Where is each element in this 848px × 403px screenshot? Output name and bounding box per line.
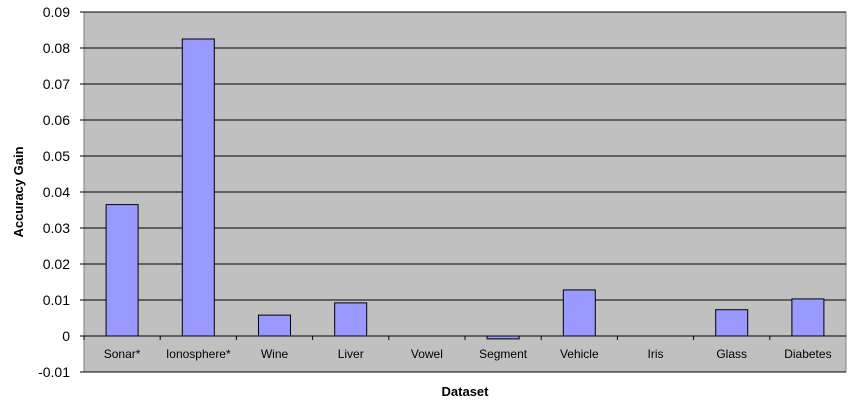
x-tick-label: Diabetes xyxy=(784,347,831,361)
bar-glass xyxy=(715,309,749,337)
bar-ionosphere xyxy=(181,38,215,337)
y-tick-label: 0.01 xyxy=(43,292,70,308)
x-tick-label: Sonar* xyxy=(104,347,141,361)
x-axis-title: Dataset xyxy=(442,384,490,399)
y-axis-ticks: -0.01 0 0.01 0.02 0.03 0.04 0.05 0.06 0.07 0.08 0.… xyxy=(38,4,84,380)
y-tick-label: 0 xyxy=(62,328,70,344)
bar-wine xyxy=(258,314,291,337)
y-tick-label: 0.07 xyxy=(43,76,70,92)
y-tick-label: -0.01 xyxy=(38,364,70,380)
x-tick-label: Glass xyxy=(716,347,747,361)
bar-vehicle xyxy=(562,289,596,337)
y-axis-title: Accuracy Gain xyxy=(11,146,26,237)
x-tick-label: Segment xyxy=(479,347,528,361)
x-tick-label: Vehicle xyxy=(560,347,599,361)
bar-liver xyxy=(334,302,368,337)
y-tick-label: 0.02 xyxy=(43,256,70,272)
y-tick-label: 0.05 xyxy=(43,148,70,164)
y-tick-label: 0.03 xyxy=(43,220,70,236)
bar-sonar xyxy=(105,204,139,337)
y-tick-label: 0.04 xyxy=(43,184,70,200)
x-axis-labels: Sonar* Ionosphere* Wine Liver Vowel Segment Ve… xyxy=(83,336,832,361)
x-tick-label: Vowel xyxy=(411,347,443,361)
x-tick-label: Wine xyxy=(261,347,289,361)
y-tick-label: 0.08 xyxy=(43,40,70,56)
x-tick-label: Iris xyxy=(648,347,664,361)
bar-diabetes xyxy=(791,298,825,337)
x-tick-label: Liver xyxy=(338,347,364,361)
x-tick-label: Ionosphere* xyxy=(166,347,231,361)
y-tick-label: 0.06 xyxy=(43,112,70,128)
y-tick-label: 0.09 xyxy=(43,4,70,20)
bars xyxy=(105,38,825,340)
